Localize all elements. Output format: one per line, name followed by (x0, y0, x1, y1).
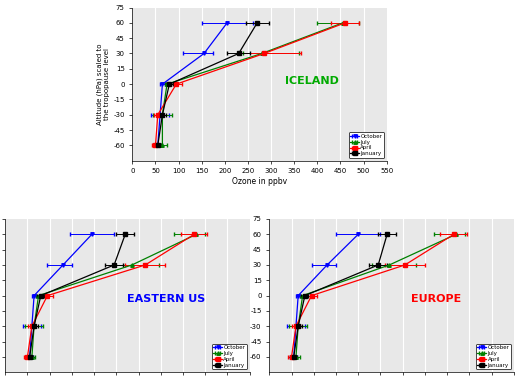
Legend: October, July, April, January: October, July, April, January (212, 344, 247, 370)
Y-axis label: Altitude (hPa) scaled to
the tropopause level: Altitude (hPa) scaled to the tropopause … (97, 43, 111, 125)
Legend: October, July, April, January: October, July, April, January (476, 344, 511, 370)
Text: ICELAND: ICELAND (285, 76, 339, 86)
X-axis label: Ozone in ppbv: Ozone in ppbv (232, 177, 287, 186)
Text: EASTERN US: EASTERN US (128, 294, 206, 304)
Legend: October, July, April, January: October, July, April, January (349, 132, 384, 158)
Text: EUROPE: EUROPE (411, 294, 461, 304)
